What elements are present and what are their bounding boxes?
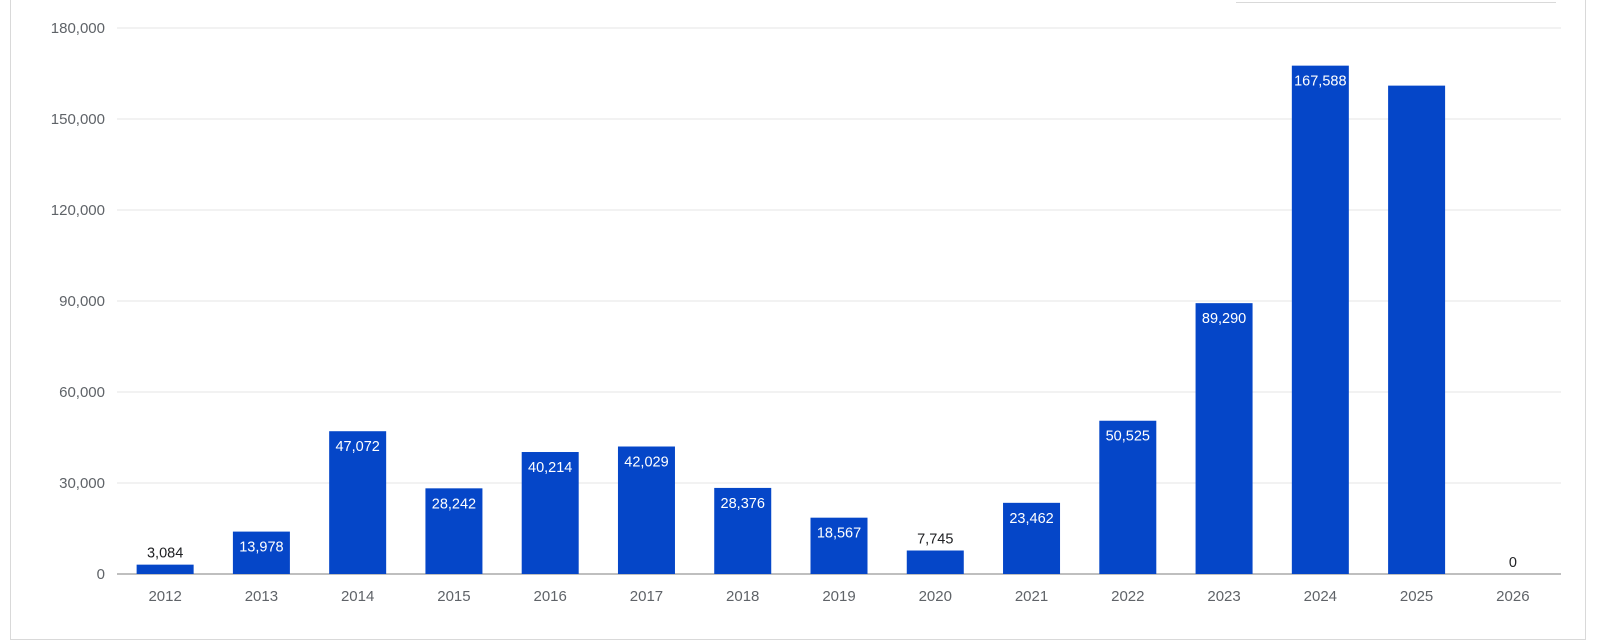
y-tick-label: 30,000	[59, 475, 105, 492]
x-tick-label: 2018	[726, 588, 759, 605]
x-tick-label: 2021	[1015, 588, 1048, 605]
bars	[136, 65, 1446, 575]
bar-2023[interactable]	[1195, 303, 1253, 574]
x-tick-label: 2026	[1496, 588, 1529, 605]
data-label-2020: 7,745	[917, 532, 953, 548]
y-tick-label: 90,000	[59, 293, 105, 310]
bar-2019[interactable]	[810, 517, 868, 574]
x-tick-label: 2025	[1400, 588, 1433, 605]
bar-2014[interactable]	[329, 431, 387, 574]
data-label-2012: 3,084	[147, 546, 183, 562]
x-tick-label: 2015	[437, 588, 470, 605]
bar-2021[interactable]	[1003, 502, 1061, 574]
bar-2015[interactable]	[425, 488, 483, 574]
bar-2024[interactable]	[1291, 65, 1349, 575]
x-tick-label: 2019	[822, 588, 855, 605]
data-label-2017: 42,029	[624, 455, 668, 471]
data-label-2013: 13,978	[239, 540, 283, 556]
y-tick-label: 120,000	[51, 202, 105, 219]
y-tick-label: 180,000	[51, 20, 105, 37]
data-label-2022: 50,525	[1106, 429, 1150, 445]
data-label-2024: 167,588	[1294, 74, 1346, 90]
data-label-2016: 40,214	[528, 460, 572, 476]
bar-2013[interactable]	[232, 531, 290, 574]
y-tick-label: 60,000	[59, 384, 105, 401]
data-labels: 3,084 13,978 47,072 28,242 40,214 42,029 28,37…	[147, 74, 1517, 571]
x-axis-ticks: 2012 2013 2014 2015 2016 2017 2018 2019 2020 2021…	[148, 588, 1529, 605]
x-tick-label: 2020	[919, 588, 952, 605]
bar-2025[interactable]	[1388, 85, 1446, 574]
card-top-edge	[1236, 0, 1556, 3]
x-tick-label: 2023	[1207, 588, 1240, 605]
data-label-2021: 23,462	[1009, 511, 1053, 527]
data-label-2026: 0	[1509, 555, 1517, 571]
bar-2016[interactable]	[521, 452, 579, 574]
data-label-2018: 28,376	[721, 496, 765, 512]
x-tick-label: 2013	[245, 588, 278, 605]
bar-2012[interactable]	[136, 564, 194, 574]
data-label-2023: 89,290	[1202, 311, 1246, 327]
y-tick-label: 0	[97, 566, 105, 583]
bar-2022[interactable]	[1099, 420, 1157, 574]
x-tick-label: 2016	[534, 588, 567, 605]
x-tick-label: 2024	[1304, 588, 1337, 605]
data-label-2019: 18,567	[817, 526, 861, 542]
data-label-2014: 47,072	[335, 439, 379, 455]
bar-2020[interactable]	[906, 550, 964, 574]
y-axis-ticks: 0 30,000 60,000 90,000 120,000 150,000 180,000	[51, 20, 105, 583]
x-tick-label: 2017	[630, 588, 663, 605]
data-label-2015: 28,242	[432, 496, 476, 512]
bar-2017[interactable]	[617, 446, 675, 574]
x-tick-label: 2022	[1111, 588, 1144, 605]
x-tick-label: 2014	[341, 588, 374, 605]
x-tick-label: 2012	[148, 588, 181, 605]
y-tick-label: 150,000	[51, 111, 105, 128]
bar-2018[interactable]	[714, 487, 772, 574]
